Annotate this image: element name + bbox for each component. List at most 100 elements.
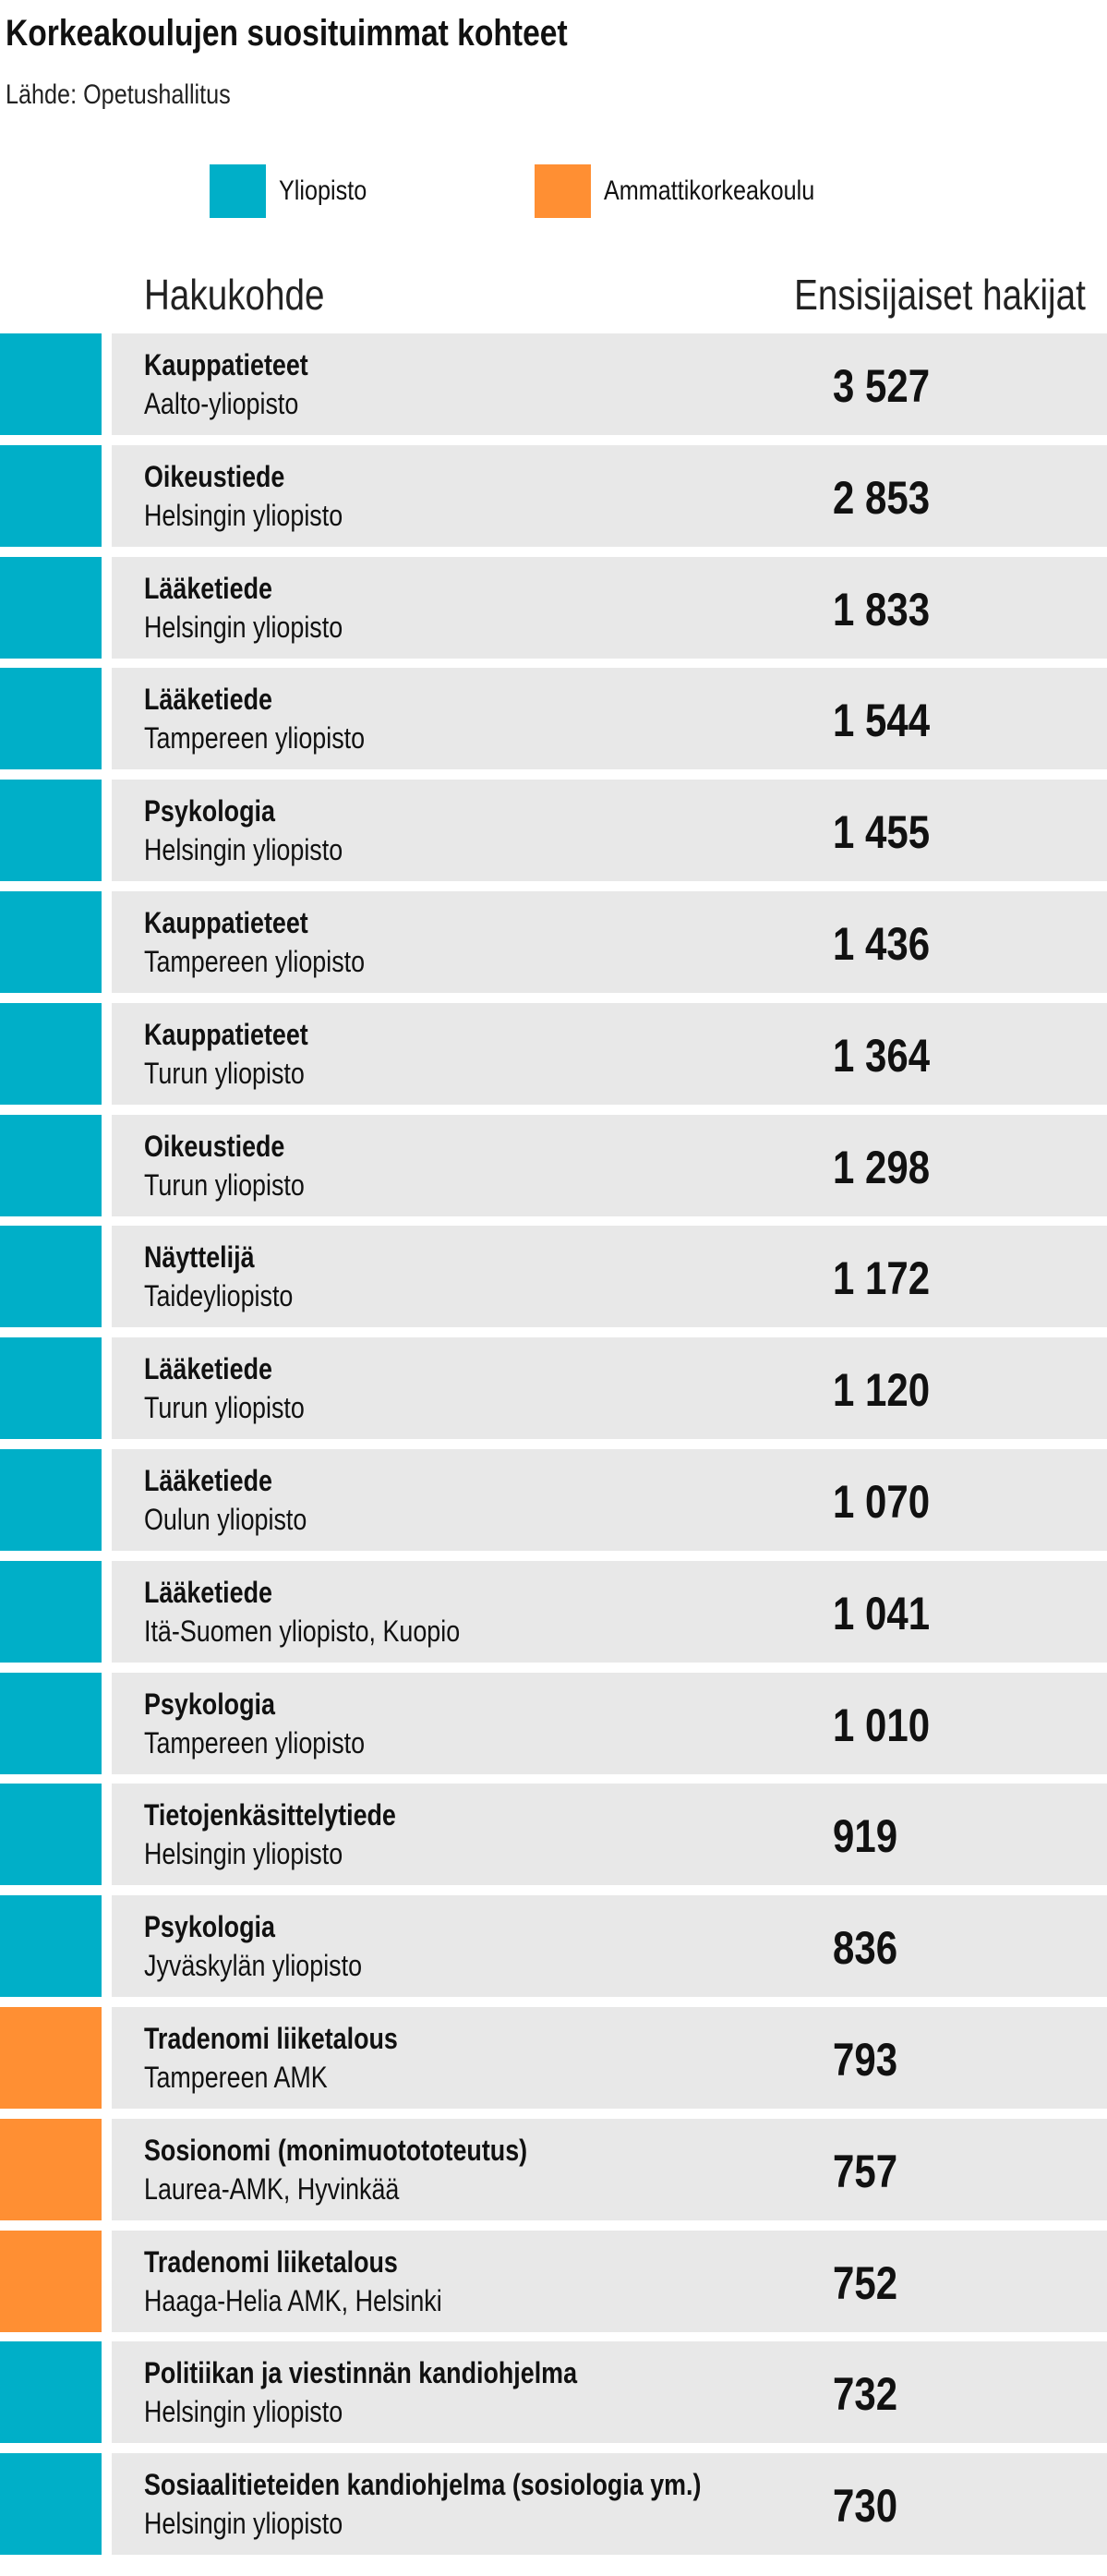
program-name: Lääketiede [144,1575,272,1609]
school-name: Itä-Suomen yliopisto, Kuopio [144,1614,461,1648]
program-name: Lääketiede [144,1352,272,1386]
applicant-count: 1 120 [833,1364,931,1417]
row-background [112,333,1107,435]
legend-label: Ammattikorkeakoulu [604,175,815,206]
applicant-count: 1 298 [833,1141,931,1193]
program-name: Oikeustiede [144,459,285,493]
category-marker [0,1895,102,1998]
school-name: Aalto-yliopisto [144,387,299,420]
program-name: Tietojenkäsittelytiede [144,1798,396,1832]
applicant-count: 757 [833,2145,898,2197]
category-marker [0,891,102,993]
school-name: Helsingin yliopisto [144,498,343,532]
program-name: Sosionomi (monimuotototeutus) [144,2133,528,2167]
category-marker [0,2341,102,2444]
category-marker [0,668,102,770]
category-marker [0,1002,102,1105]
category-marker [0,2118,102,2220]
applicant-count: 1 544 [833,695,931,747]
applicant-count: 1 070 [833,1476,931,1528]
applicant-count: 1 172 [833,1252,931,1305]
category-marker [0,2230,102,2332]
row-background [112,2453,1107,2556]
school-name: Tampereen yliopisto [144,1725,366,1760]
program-name: Tradenomi liiketalous [144,2244,398,2279]
row-background [112,1895,1107,1998]
program-name: Tradenomi liiketalous [144,2022,398,2055]
school-name: Tampereen AMK [144,2061,328,2094]
category-marker [0,444,102,547]
row-background [112,2007,1107,2109]
applicant-count: 732 [833,2368,898,2421]
row-background [112,2341,1107,2444]
applicant-count: 1 010 [833,1699,931,1751]
program-name: Kauppatieteet [144,348,308,381]
applicant-count: 1 455 [833,806,931,859]
row-background [112,2118,1107,2220]
row-background [112,444,1107,547]
row-background [112,891,1107,993]
school-name: Tampereen yliopisto [144,721,366,756]
legend-swatch [210,164,266,218]
program-name: Psykologia [144,1910,275,1944]
program-name: Lääketiede [144,571,272,605]
row-background [112,1226,1107,1328]
category-marker [0,1449,102,1551]
program-name: Kauppatieteet [144,906,308,939]
school-name: Laurea-AMK, Hyvinkää [144,2171,400,2206]
row-background [112,556,1107,659]
title: Korkeakoulujen suosituimmat kohteet [6,13,568,54]
school-name: Turun yliopisto [144,1167,305,1202]
row-background [112,780,1107,882]
applicant-count: 1 833 [833,583,931,635]
school-name: Haaga-Helia AMK, Helsinki [144,2283,442,2317]
school-name: Helsingin yliopisto [144,1837,343,1871]
category-marker [0,1672,102,1774]
program-name: Oikeustiede [144,1129,285,1163]
applicant-count: 1 364 [833,1029,931,1082]
category-marker [0,1337,102,1440]
row-background [112,1784,1107,1886]
category-marker [0,556,102,659]
school-name: Turun yliopisto [144,1391,305,1425]
source: Lähde: Opetushallitus [6,79,231,110]
category-marker [0,1560,102,1663]
applicant-count: 752 [833,2256,898,2309]
category-marker [0,780,102,882]
program-name: Psykologia [144,794,275,828]
program-name: Politiikan ja viestinnän kandiohjelma [144,2356,578,2390]
program-name: Psykologia [144,1687,275,1721]
program-name: Lääketiede [144,1464,272,1497]
program-name: Sosiaalitieteiden kandiohjelma (sosiolog… [144,2468,702,2502]
category-marker [0,333,102,435]
column-header: Ensisijaiset hakijat [794,271,1086,319]
school-name: Jyväskylän yliopisto [144,1949,363,1983]
row-background [112,1337,1107,1440]
category-marker [0,1226,102,1328]
applicant-count: 919 [833,1810,898,1863]
applicant-count: 1 041 [833,1587,931,1639]
row-background [112,668,1107,770]
legend-swatch [535,164,591,218]
applicant-count: 836 [833,1922,898,1975]
row-background [112,1002,1107,1105]
row-background [112,1672,1107,1774]
school-name: Tampereen yliopisto [144,945,366,978]
row-background [112,2230,1107,2332]
program-name: Lääketiede [144,683,272,717]
school-name: Helsingin yliopisto [144,610,343,644]
applicant-count: 2 853 [833,471,931,524]
applicant-count: 730 [833,2480,898,2533]
program-name: Kauppatieteet [144,1017,308,1051]
applicant-count: 1 436 [833,918,931,970]
school-name: Helsingin yliopisto [144,2507,343,2541]
school-name: Oulun yliopisto [144,1503,307,1536]
category-marker [0,1114,102,1216]
applicant-count: 793 [833,2034,898,2086]
school-name: Helsingin yliopisto [144,833,343,867]
program-name: Näyttelijä [144,1240,255,1275]
category-marker [0,2453,102,2556]
school-name: Helsingin yliopisto [144,2395,343,2429]
row-background [112,1114,1107,1216]
